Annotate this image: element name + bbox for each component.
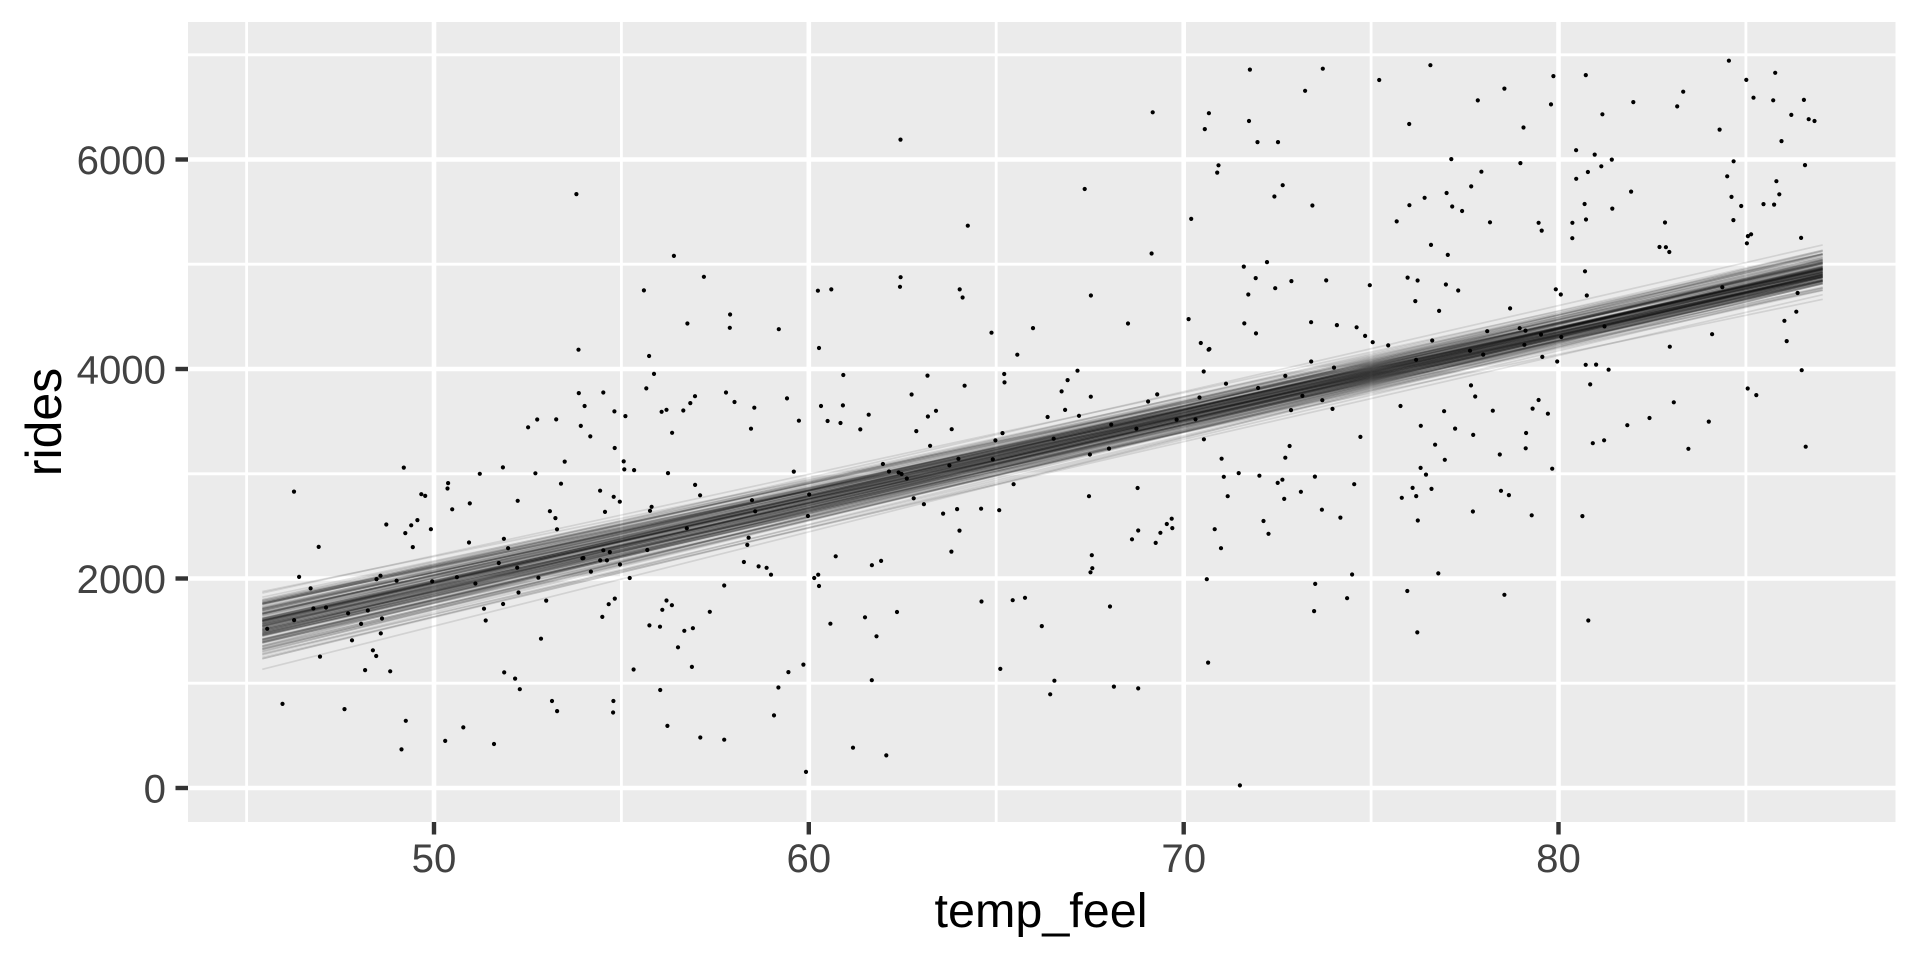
svg-text:rides: rides bbox=[16, 368, 72, 476]
svg-text:70: 70 bbox=[1161, 836, 1206, 881]
svg-text:80: 80 bbox=[1536, 836, 1581, 881]
svg-text:4000: 4000 bbox=[77, 348, 166, 393]
svg-text:2000: 2000 bbox=[77, 557, 166, 602]
svg-text:6000: 6000 bbox=[77, 138, 166, 183]
svg-text:60: 60 bbox=[786, 836, 831, 881]
svg-text:temp_feel: temp_feel bbox=[935, 884, 1148, 938]
svg-text:0: 0 bbox=[144, 767, 166, 812]
svg-text:50: 50 bbox=[412, 836, 457, 881]
